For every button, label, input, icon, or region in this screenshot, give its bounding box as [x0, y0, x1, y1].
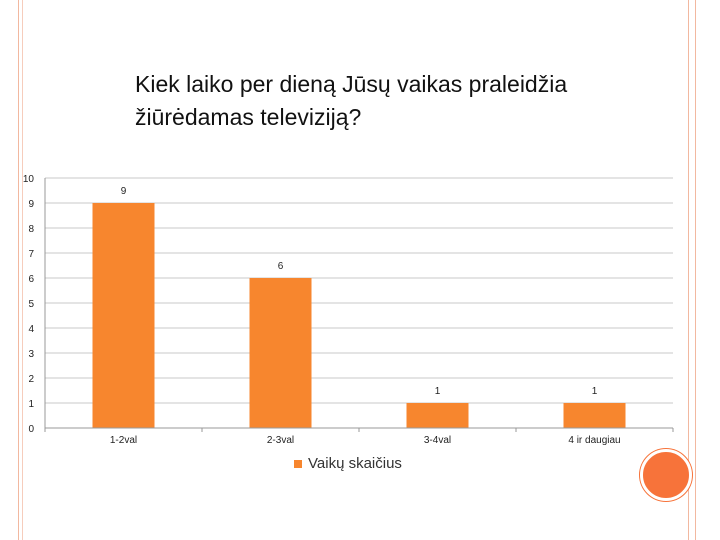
legend-swatch	[294, 459, 302, 468]
y-tick-label: 1	[28, 399, 34, 410]
data-label: 6	[278, 261, 284, 272]
y-tick-label: 0	[28, 424, 34, 435]
chart-title: Kiek laiko per dieną Jūsų vaikas praleid…	[135, 71, 568, 130]
bar	[249, 278, 312, 428]
x-tick-label: 1-2val	[110, 435, 137, 446]
x-tick-label: 2-3val	[267, 435, 294, 446]
y-tick-label: 4	[28, 324, 34, 335]
frame-line-left	[18, 0, 19, 540]
y-tick-label: 9	[28, 199, 34, 210]
bar	[563, 403, 626, 428]
y-tick-label: 2	[28, 374, 34, 385]
y-tick-label: 6	[28, 274, 34, 285]
legend: Vaikų skaičius	[294, 455, 402, 472]
x-tick-label: 4 ir daugiau	[568, 435, 620, 446]
frame-border-right	[688, 0, 696, 540]
bar	[406, 403, 469, 428]
y-tick-label: 5	[28, 299, 34, 310]
data-label: 1	[435, 386, 441, 397]
x-tick-label: 3-4val	[424, 435, 451, 446]
y-tick-label: 8	[28, 224, 34, 235]
decorative-circle	[640, 449, 692, 501]
legend-label: Vaikų skaičius	[308, 455, 402, 472]
y-tick-label: 3	[28, 349, 34, 360]
bar	[92, 203, 155, 428]
y-tick-label: 10	[23, 174, 35, 185]
data-label: 1	[592, 386, 598, 397]
data-label: 9	[121, 186, 127, 197]
y-tick-label: 7	[28, 249, 34, 260]
frame-line-left-inner	[22, 0, 23, 540]
